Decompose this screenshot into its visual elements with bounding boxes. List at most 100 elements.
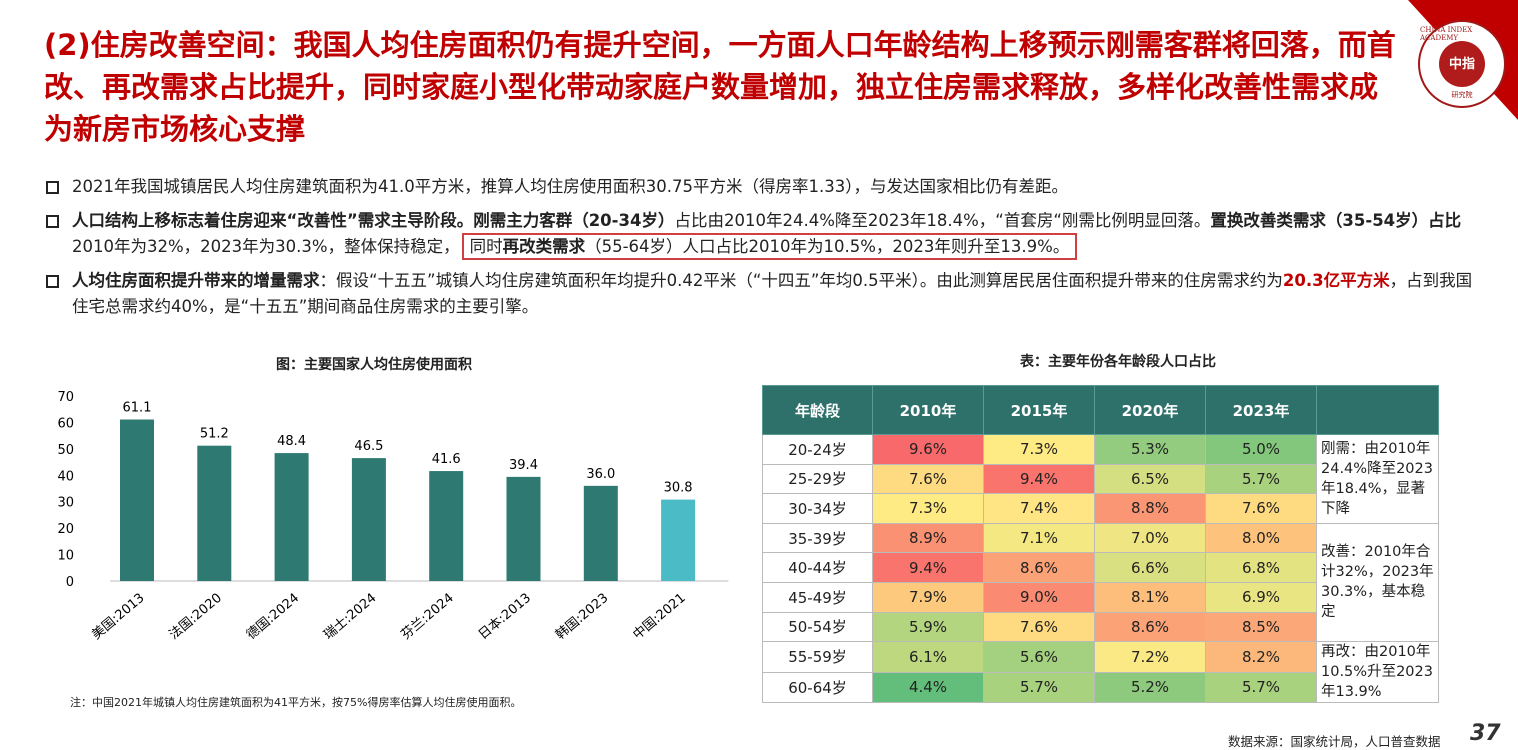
bar	[583, 485, 618, 581]
value-cell: 5.7%	[983, 671, 1095, 704]
x-tick-label: 瑞士:2024	[321, 591, 379, 643]
value-cell: 6.9%	[1205, 581, 1317, 613]
data-label: 51.2	[200, 427, 229, 442]
data-label: 36.0	[586, 467, 615, 482]
table-row: 45-49岁 7.9% 9.0% 8.1% 6.9%	[762, 581, 1439, 613]
table-row: 50-54岁 5.9% 7.6% 8.6% 8.5%	[762, 611, 1439, 643]
data-label: 39.4	[509, 458, 538, 473]
age-cell: 45-49岁	[762, 581, 873, 613]
value-cell: 6.1%	[872, 641, 984, 673]
value-cell: 8.6%	[983, 552, 1095, 583]
bullet-text: 2010年为32%，2023年为30.3%，整体保持稳定，	[72, 237, 460, 256]
value-cell: 5.0%	[1205, 434, 1317, 465]
bar	[506, 476, 541, 581]
value-cell: 7.9%	[872, 581, 984, 613]
bar	[429, 471, 464, 581]
bullet-bold: 人口结构上移标志着住房迎来“改善性”需求主导阶段。刚需主力客群（20-34岁）	[72, 211, 675, 230]
y-tick-label: 0	[66, 575, 74, 590]
table-row: 35-39岁 8.9% 7.1% 7.0% 8.0% 改善：2010年合计32%，2023…	[762, 522, 1439, 643]
value-cell: 9.4%	[872, 552, 984, 583]
bullet-text: 占比由2010年24.4%降至2023年18.4%，“首套房“刚需比例明显回落。	[674, 211, 1211, 230]
value-cell: 7.2%	[1094, 641, 1206, 673]
y-tick-label: 60	[57, 416, 74, 431]
x-tick-label: 美国:2013	[89, 591, 147, 643]
x-tick-label: 法国:2020	[167, 591, 225, 643]
value-cell: 7.6%	[983, 611, 1095, 643]
page-title: (2)住房改善空间：我国人均住房面积仍有提升空间，一方面人口年龄结构上移预示刚需…	[44, 28, 1396, 146]
bullet-text: 同时	[469, 237, 503, 256]
bullet-text: ：假设“十五五”城镇人均住房建筑面积年均提升0.42平米（“十四五”年均0.5平…	[319, 271, 1283, 290]
highlight-box: 同时再改类需求（55-64岁）人口占比2010年为10.5%，2023年则升至1…	[461, 233, 1078, 260]
bullet-text: （55-64岁）人口占比2010年为10.5%，2023年则升至13.9%。	[585, 237, 1070, 256]
value-cell: 8.0%	[1205, 522, 1317, 554]
table-row: 55-59岁 6.1% 5.6% 7.2% 8.2% 再改：由2010年10.5%升至20…	[762, 641, 1439, 704]
china-index-academy-logo: CHINA INDEX ACADEMY 中指 研究院	[1418, 20, 1506, 108]
value-cell: 8.9%	[872, 522, 984, 554]
age-cell: 25-29岁	[762, 463, 873, 495]
table-row: 25-29岁 7.6% 9.4% 6.5% 5.7%	[762, 463, 1439, 495]
column-header: 2023年	[1205, 385, 1317, 435]
value-cell: 9.0%	[983, 581, 1095, 613]
square-bullet-icon	[46, 275, 59, 288]
value-cell: 9.6%	[872, 434, 984, 465]
age-cell: 55-59岁	[762, 641, 873, 673]
value-cell: 8.1%	[1094, 581, 1206, 613]
data-label: 41.6	[432, 452, 461, 467]
bar	[120, 419, 154, 581]
data-label: 48.4	[277, 434, 306, 449]
bullet-item: 人均住房面积提升带来的增量需求：假设“十五五”城镇人均住房建筑面积年均提升0.4…	[46, 268, 1486, 320]
bullet-bold: 再改类需求	[502, 237, 586, 256]
data-source: 数据来源：国家统计局，人口普查数据	[1228, 734, 1441, 749]
value-cell: 5.2%	[1094, 671, 1206, 704]
y-tick-label: 20	[57, 522, 74, 537]
column-header: 2010年	[872, 385, 984, 435]
value-cell: 5.3%	[1094, 434, 1206, 465]
y-tick-label: 70	[57, 390, 74, 405]
y-tick-label: 30	[57, 496, 74, 511]
age-cell: 30-34岁	[762, 493, 873, 524]
value-cell: 7.1%	[983, 522, 1095, 554]
value-cell: 7.6%	[872, 463, 984, 495]
footnote: 注：中国2021年城镇人均住房建筑面积为41平方米，按75%得房率估算人均住房使…	[70, 696, 522, 709]
age-cell: 60-64岁	[762, 671, 873, 704]
value-cell: 8.2%	[1205, 641, 1317, 673]
column-header: 年龄段	[762, 385, 873, 435]
bar	[661, 499, 696, 581]
data-label: 46.5	[354, 439, 383, 454]
bar	[351, 458, 386, 581]
y-tick-label: 40	[57, 469, 74, 484]
bullet-text: 2021年我国城镇居民人均住房建筑面积为41.0平方米，推算人均住房使用面积30…	[72, 177, 1068, 196]
age-population-table: 年龄段 2010年 2015年 2020年 2023年 20-24岁 9.6% 7.3% 5.3…	[762, 385, 1439, 704]
bullet-red-value: 20.3亿平方米	[1282, 271, 1390, 290]
x-tick-label: 德国:2024	[244, 591, 302, 643]
value-cell: 7.6%	[1205, 493, 1317, 524]
value-cell: 5.7%	[1205, 463, 1317, 495]
group-note: 改善：2010年合计32%，2023年30.3%，基本稳定	[1316, 522, 1439, 643]
age-cell: 20-24岁	[762, 434, 873, 465]
column-header: 2015年	[983, 385, 1095, 435]
group-note: 刚需：由2010年24.4%降至2023年18.4%，显著下降	[1316, 434, 1439, 524]
group-note: 再改：由2010年10.5%升至2023年13.9%	[1316, 641, 1439, 704]
value-cell: 9.4%	[983, 463, 1095, 495]
bullet-text: ，占到我国住宅总需求约40%，是“十五五”期间商品住房需求的主要引擎。	[72, 271, 1473, 316]
data-label: 30.8	[664, 481, 693, 496]
bullet-item: 人口结构上移标志着住房迎来“改善性”需求主导阶段。刚需主力客群（20-34岁）占…	[46, 208, 1486, 260]
value-cell: 5.6%	[983, 641, 1095, 673]
value-cell: 8.8%	[1094, 493, 1206, 524]
square-bullet-icon	[46, 215, 59, 228]
bar	[197, 445, 232, 581]
table-row: 30-34岁 7.3% 7.4% 8.8% 7.6%	[762, 493, 1439, 524]
data-label: 61.1	[123, 401, 152, 416]
logo-center: 中指	[1439, 41, 1485, 87]
y-tick-label: 50	[57, 443, 74, 458]
value-cell: 4.4%	[872, 671, 984, 704]
bar-chart: 0 10 20 30 40 50 60 70 61.1 美国:2013 51.2 法国:2020 48.…	[57, 390, 729, 643]
value-cell: 7.3%	[872, 493, 984, 524]
column-header: 2020年	[1094, 385, 1206, 435]
x-tick-label: 芬兰:2024	[399, 591, 457, 643]
age-cell: 40-44岁	[762, 552, 873, 583]
age-cell: 35-39岁	[762, 522, 873, 554]
value-cell: 5.7%	[1205, 671, 1317, 704]
bar	[274, 453, 309, 581]
table-row: 60-64岁 4.4% 5.7% 5.2% 5.7%	[762, 671, 1439, 704]
